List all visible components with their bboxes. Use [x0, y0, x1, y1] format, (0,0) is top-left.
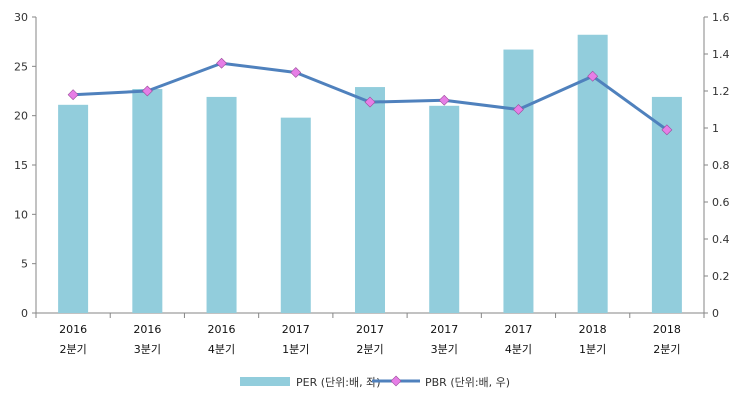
y-left-tick-label: 0 [21, 307, 28, 320]
legend-label-pbr: PBR (단위:배, 우) [425, 376, 510, 389]
bar-per [206, 96, 237, 313]
y-left-tick-label: 10 [14, 208, 28, 221]
y-left-tick-label: 20 [14, 110, 28, 123]
point-pbr [216, 57, 227, 69]
x-tick-label-year: 2018 [653, 323, 681, 336]
y-right-tick-label: 0.8 [712, 159, 730, 172]
y-right-tick-label: 0.4 [712, 233, 730, 246]
bar-per [58, 104, 89, 314]
x-tick-label-year: 2017 [430, 323, 458, 336]
point-pbr [67, 89, 79, 101]
bar-per [355, 87, 385, 313]
x-tick-label-quarter: 2분기 [356, 343, 383, 356]
y-right-tick-label: 0 [712, 307, 719, 320]
point-pbr [587, 70, 599, 82]
x-tick-label-year: 2016 [133, 323, 161, 336]
y-right-tick-label: 1.4 [712, 48, 730, 61]
point-pbr [364, 96, 376, 108]
y-right-tick-label: 1 [712, 122, 719, 135]
legend-label-per: PER (단위:배, 좌) [296, 376, 381, 389]
x-tick-label-year: 2017 [504, 323, 532, 336]
point-pbr [141, 85, 153, 97]
x-tick-label-quarter: 4분기 [208, 343, 235, 356]
x-tick-label-quarter: 2분기 [653, 343, 680, 356]
y-left-tick-label: 15 [14, 159, 28, 172]
y-left-tick-label: 25 [14, 60, 28, 73]
legend-swatch-pbr-marker [390, 375, 402, 387]
y-right-tick-label: 1.6 [712, 11, 730, 24]
x-tick-label-quarter: 1분기 [579, 343, 606, 356]
x-tick-label-year: 2017 [282, 323, 310, 336]
y-left-tick-label: 30 [14, 11, 28, 24]
x-tick-label-quarter: 3분기 [431, 343, 458, 356]
point-pbr [438, 94, 450, 106]
legend: PER (단위:배, 좌) PBR (단위:배, 우) [240, 375, 510, 389]
point-pbr [513, 104, 524, 115]
x-tick-label-quarter: 1분기 [282, 343, 309, 356]
y-right-tick-label: 1.2 [712, 85, 730, 98]
x-tick-label-quarter: 2분기 [59, 343, 86, 356]
bar-per [132, 89, 163, 313]
bar-per [429, 105, 460, 313]
point-pbr [290, 67, 302, 78]
y-right-tick-label: 0.2 [712, 270, 730, 283]
y-right-tick-label: 0.6 [712, 196, 730, 209]
bar-per [280, 117, 311, 313]
x-tick-label-year: 2016 [208, 323, 236, 336]
bar-per [503, 49, 534, 314]
legend-swatch-per [240, 377, 290, 386]
x-tick-label-quarter: 3분기 [134, 343, 161, 356]
point-pbr [661, 124, 673, 136]
x-tick-label-year: 2016 [59, 323, 87, 336]
y-left-tick-label: 5 [21, 258, 28, 271]
x-tick-label-quarter: 4분기 [505, 343, 532, 356]
x-tick-label-year: 2017 [356, 323, 384, 336]
plot-area: 0 5 10 15 20 25 30 0 0.2 0.4 0.6 0.8 1 1.2 1.4 1.6 2016 2… [14, 11, 730, 356]
x-tick-label-year: 2018 [579, 323, 607, 336]
